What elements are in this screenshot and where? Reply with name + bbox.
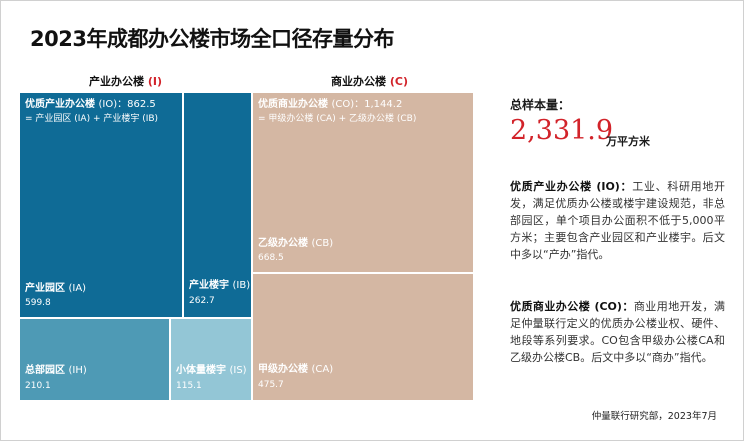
co-code: (CO) [331, 99, 355, 110]
is-name: 小体量楼宇 [176, 365, 230, 376]
total-unit: 万平方米 [606, 135, 650, 148]
ih-code: (IH) [68, 365, 87, 376]
treemap-cell-is: 小体量楼宇 (IS) 115.1 [171, 319, 251, 400]
definition-co: 优质商业办公楼 (CO)：商业用地开发，满足仲量联行定义的优质办公楼业权、硬件、… [510, 298, 725, 366]
cb-name: 乙级办公楼 [258, 238, 312, 249]
treemap-cell-cb: 优质商业办公楼 (CO)：1,144.2 = 甲级办公楼 (CA) + 乙级办公… [253, 93, 473, 272]
io-composition: = 产业园区 (IA) + 产业楼宇 (IB) [25, 114, 159, 124]
cb-label: 乙级办公楼 (CB) [258, 238, 333, 250]
io-name: 优质产业办公楼 [25, 99, 99, 110]
slide-title: 2023年成都办公楼市场全口径存量分布 [30, 27, 394, 51]
industrial-group-code: (I) [147, 75, 162, 88]
ia-label: 产业园区 (IA) [25, 283, 86, 295]
cb-code: (CB) [311, 238, 334, 249]
io-value: ：862.5 [117, 99, 156, 110]
ca-name: 甲级办公楼 [258, 364, 312, 375]
ia-value: 599.8 [25, 298, 51, 308]
ih-value: 210.1 [25, 381, 51, 391]
treemap-cell-ca: 甲级办公楼 (CA) 475.7 [253, 274, 473, 400]
ia-name: 产业园区 [25, 283, 69, 294]
definition-co-text: 商业用地开发，满足仲量联行定义的优质办公楼业权、硬件、地段等系列要求。CO包含甲… [510, 300, 726, 364]
definition-io-text: 工业、科研用地开发，满足优质办公楼或楼宇建设规范，非总部园区，单个项目办公面积不… [510, 180, 726, 261]
treemap-cell-ib: 产业楼宇 (IB) 262.7 [184, 93, 251, 317]
ih-label: 总部园区 (IH) [25, 365, 87, 377]
total-label: 总样本量： [510, 98, 571, 112]
co-value: ：1,144.2 [354, 99, 403, 110]
ca-value: 475.7 [258, 380, 284, 390]
treemap-cell-ia: 优质产业办公楼 (IO)：862.5 = 产业园区 (IA) + 产业楼宇 (I… [20, 93, 182, 317]
co-name: 优质商业办公楼 [258, 99, 332, 110]
io-title: 优质产业办公楼 (IO)：862.5 [25, 99, 156, 111]
ib-code: (IB) [232, 280, 251, 291]
ca-label: 甲级办公楼 (CA) [258, 364, 333, 376]
io-code: (IO) [98, 99, 118, 110]
cb-value: 668.5 [258, 253, 284, 263]
source-note: 仲量联行研究部，2023年7月 [591, 411, 717, 422]
definition-io-term: 优质产业办公楼 (IO)： [510, 180, 633, 193]
treemap-cell-ih: 总部园区 (IH) 210.1 [20, 319, 169, 400]
definition-io: 优质产业办公楼 (IO)：工业、科研用地开发，满足优质办公楼或楼宇建设规范，非总… [510, 178, 725, 263]
ia-code: (IA) [68, 283, 87, 294]
ca-code: (CA) [311, 364, 334, 375]
commercial-group-label: 商业办公楼 [331, 75, 390, 88]
ib-name: 产业楼宇 [189, 280, 233, 291]
definition-co-term: 优质商业办公楼 (CO)： [510, 300, 634, 313]
ib-label: 产业楼宇 (IB) [189, 280, 250, 292]
industrial-group-label: 产业办公楼 [89, 75, 148, 88]
total-value: 2,331.9 [510, 115, 614, 146]
ih-name: 总部园区 [25, 365, 69, 376]
ib-value: 262.7 [189, 296, 215, 306]
industrial-group-header: 产业办公楼 (I) [89, 73, 162, 89]
commercial-group-header: 商业办公楼 (C) [331, 73, 408, 89]
is-label: 小体量楼宇 (IS) [176, 365, 247, 377]
co-title: 优质商业办公楼 (CO)：1,144.2 [258, 99, 402, 111]
commercial-group-code: (C) [389, 75, 408, 88]
is-code: (IS) [229, 365, 247, 376]
co-composition: = 甲级办公楼 (CA) + 乙级办公楼 (CB) [258, 114, 417, 124]
is-value: 115.1 [176, 381, 202, 391]
